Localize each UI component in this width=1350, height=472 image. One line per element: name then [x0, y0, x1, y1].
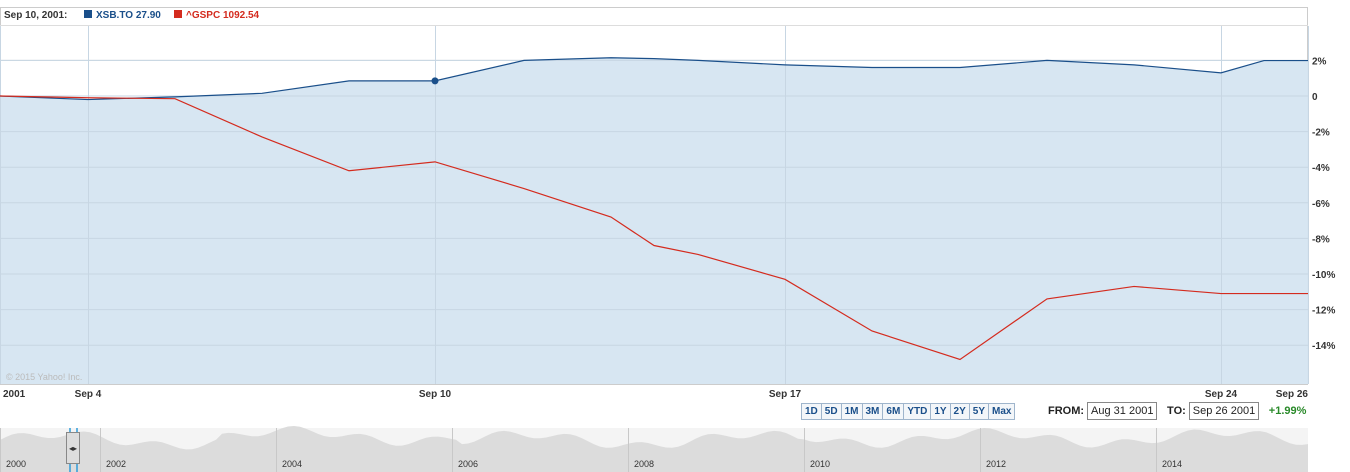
range-button-3m[interactable]: 3M: [861, 403, 884, 420]
copyright: © 2015 Yahoo! Inc.: [6, 372, 82, 382]
to-label: TO:: [1167, 405, 1186, 417]
y-tick-label: -4%: [1312, 163, 1330, 174]
y-axis-labels: 2% 0 -2% -4% -6% -8% -10% -12% -14%: [1312, 56, 1335, 352]
x-tick-label: 2001: [3, 389, 26, 400]
change-percent: +1.99%: [1268, 405, 1307, 417]
legend-date: Sep 10, 2001:: [4, 10, 67, 21]
legend-swatch-gspc: [174, 10, 182, 18]
overview-year-label: 2008: [634, 459, 654, 469]
area-fill-xsb: [0, 57, 1308, 384]
series-line-xsbto: [0, 57, 1308, 101]
range-button-1y[interactable]: 1Y: [930, 403, 951, 420]
legend: Sep 10, 2001: XSB.TO 27.90 ^GSPC 1092.54: [4, 10, 260, 21]
legend-series-gspc: ^GSPC 1092.54: [186, 10, 260, 21]
overview-navigator[interactable]: 2000 2002 2004 2006 2008 2010 2012 2014: [0, 426, 1308, 472]
legend-swatch-xsb: [84, 10, 92, 18]
range-button-1d[interactable]: 1D: [801, 403, 822, 420]
range-button-max[interactable]: Max: [988, 403, 1016, 420]
y-tick-label: -14%: [1312, 341, 1335, 352]
overview-year-label: 2006: [458, 459, 478, 469]
range-button-2y[interactable]: 2Y: [949, 403, 970, 420]
range-button-1m[interactable]: 1M: [840, 403, 863, 420]
overview-year-label: 2004: [282, 459, 302, 469]
y-tick-label: 0: [1312, 92, 1318, 103]
overview-year-label: 2002: [106, 459, 126, 469]
legend-series-xsb: XSB.TO 27.90: [96, 10, 161, 21]
y-tick-label: -6%: [1312, 199, 1330, 210]
x-tick-label: Sep 17: [769, 389, 802, 400]
fill-layer: [0, 26, 1309, 384]
range-button-ytd[interactable]: YTD: [903, 403, 932, 420]
range-button-5d[interactable]: 5D: [820, 403, 842, 420]
from-label: FROM:: [1048, 405, 1085, 417]
y-tick-label: -2%: [1312, 128, 1330, 139]
overview-year-label: 2000: [6, 459, 26, 469]
drag-handle-icon: ◂▸: [68, 443, 78, 453]
highlight-point: [431, 77, 439, 85]
x-tick-label: Sep 4: [75, 389, 102, 400]
series-line-gspc: [0, 95, 1308, 361]
overview-drag-handle[interactable]: ◂▸: [66, 432, 80, 464]
series-lines: [0, 57, 1308, 361]
range-buttons: 1D 5D 1M 3M 6M YTD 1Y 2Y 5Y Max: [801, 403, 1016, 420]
x-axis-labels: 2001 Sep 4 Sep 10 Sep 17 Sep 24 Sep 26: [3, 389, 1308, 400]
overview-year-label: 2012: [986, 459, 1006, 469]
date-range-controls: FROM: TO: +1.99%: [1048, 402, 1306, 420]
x-tick-label: Sep 10: [419, 389, 452, 400]
x-tick-label: Sep 26: [1276, 389, 1309, 400]
range-button-5y[interactable]: 5Y: [968, 403, 990, 420]
to-date-input[interactable]: [1188, 402, 1259, 420]
y-tick-label: -8%: [1312, 234, 1330, 245]
from-date-input[interactable]: [1087, 402, 1158, 420]
y-tick-label: 2%: [1312, 56, 1327, 67]
overview-year-label: 2014: [1162, 459, 1182, 469]
y-tick-label: -12%: [1312, 306, 1335, 317]
range-button-6m[interactable]: 6M: [882, 403, 905, 420]
y-tick-label: -10%: [1312, 270, 1335, 281]
overview-year-label: 2010: [810, 459, 830, 469]
x-tick-label: Sep 24: [1205, 389, 1238, 400]
